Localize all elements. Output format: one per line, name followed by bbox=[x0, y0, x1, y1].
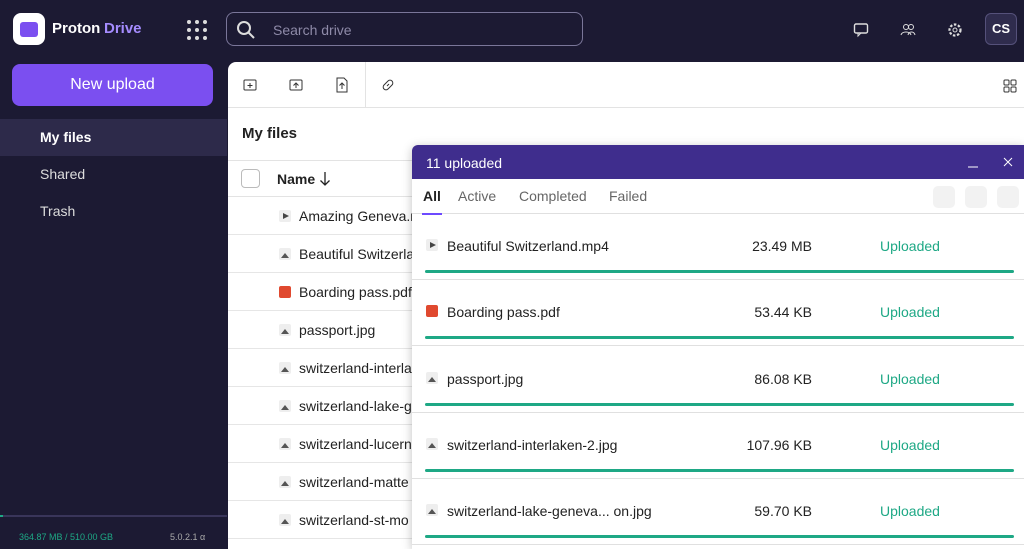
file-icon bbox=[426, 371, 438, 384]
file-name: switzerland-lucern bbox=[299, 436, 412, 452]
name-column-header[interactable]: Name bbox=[277, 171, 316, 187]
file-name: switzerland-matte bbox=[299, 474, 409, 490]
tab[interactable]: Completed bbox=[519, 188, 587, 204]
upload-item: passport.jpg 86.08 KB Uploaded bbox=[412, 347, 1024, 413]
upload-size: 59.70 KB bbox=[754, 503, 812, 520]
file-name: Boarding pass.pdf bbox=[299, 284, 412, 300]
upload-size: 23.49 MB bbox=[752, 238, 812, 254]
file-icon bbox=[279, 324, 291, 336]
nav-item[interactable]: Trash bbox=[40, 203, 76, 219]
upload-name: Boarding pass.pdf bbox=[447, 304, 560, 321]
upload-name: switzerland-interlaken-2.jpg bbox=[447, 436, 618, 453]
logo bbox=[13, 13, 45, 45]
file-name: switzerland-st-mo bbox=[299, 512, 409, 528]
file-icon bbox=[279, 362, 291, 374]
apps-button[interactable] bbox=[186, 19, 208, 41]
progress-bar bbox=[425, 270, 1014, 273]
page-title: My files bbox=[242, 125, 298, 142]
top-bar: Proton Drive Search drive CS bbox=[0, 0, 1024, 62]
minimize-button[interactable] bbox=[967, 157, 979, 169]
feedback-button[interactable] bbox=[853, 22, 869, 38]
tab[interactable]: Failed bbox=[609, 188, 648, 204]
file-icon bbox=[279, 438, 291, 450]
file-name: passport.jpg bbox=[299, 322, 376, 338]
search-box[interactable]: Search drive bbox=[226, 12, 583, 46]
file-name: Amazing Geneva.m bbox=[299, 208, 422, 224]
brand-product: Drive bbox=[104, 20, 142, 37]
file-icon bbox=[426, 504, 438, 517]
upload-status: Uploaded bbox=[880, 503, 940, 520]
upload-folder-button[interactable] bbox=[289, 78, 303, 92]
file-icon bbox=[279, 514, 291, 526]
file-icon bbox=[426, 239, 438, 251]
file-icon bbox=[279, 476, 291, 488]
file-name: switzerland-interla bbox=[299, 360, 412, 376]
upload-item: switzerland-interlaken-2.jpg 107.96 KB Upl… bbox=[412, 413, 1024, 479]
nav-item[interactable]: My files bbox=[0, 119, 227, 156]
upload-status: Uploaded bbox=[880, 436, 940, 453]
upload-status: Uploaded bbox=[880, 370, 940, 387]
sort-arrow bbox=[320, 172, 330, 186]
brand-name: Proton bbox=[52, 20, 101, 37]
upload-name: switzerland-lake-geneva... on.jpg bbox=[447, 503, 652, 520]
close-button[interactable] bbox=[1002, 156, 1014, 168]
upload-size: 107.96 KB bbox=[746, 436, 812, 453]
sidebar: New upload 364.87 MB / 510.00 GB 5.0.2.1… bbox=[0, 62, 227, 549]
version: 5.0.2.1 α bbox=[170, 532, 206, 542]
upload-status: Uploaded bbox=[880, 238, 940, 254]
upload-name: Beautiful Switzerland.mp4 bbox=[447, 238, 609, 254]
upload-item: Boarding pass.pdf 53.44 KB Uploaded bbox=[412, 280, 1024, 347]
file-name: Beautiful Switzerla bbox=[299, 246, 415, 262]
nav-item[interactable]: Shared bbox=[40, 166, 86, 182]
user-avatar[interactable]: CS bbox=[985, 13, 1017, 45]
file-icon bbox=[279, 210, 291, 222]
upload-count: 11 uploaded bbox=[426, 155, 503, 171]
progress-bar bbox=[425, 535, 1014, 539]
upload-file-button[interactable] bbox=[335, 77, 349, 93]
progress-bar bbox=[425, 336, 1014, 340]
file-icon bbox=[426, 437, 438, 450]
settings-button[interactable] bbox=[947, 22, 963, 38]
upload-panel: 11 uploaded All Active Completed Failed Bea… bbox=[412, 145, 1024, 549]
new-folder-button[interactable] bbox=[243, 78, 257, 92]
upload-size: 86.08 KB bbox=[754, 370, 812, 387]
progress-bar bbox=[425, 402, 1014, 406]
upload-item: switzerland-lake-geneva... on.jpg 59.70 K… bbox=[412, 479, 1024, 546]
file-name: switzerland-lake-g bbox=[299, 398, 412, 414]
upload-item: Beautiful Switzerland.mp4 23.49 MB Uploade… bbox=[412, 214, 1024, 280]
storage-text: 364.87 MB / 510.00 GB bbox=[19, 532, 114, 542]
file-icon bbox=[279, 286, 291, 298]
storage-bar bbox=[0, 515, 227, 517]
share-button[interactable] bbox=[900, 22, 916, 38]
toolbar bbox=[228, 62, 1024, 108]
upload-name: passport.jpg bbox=[447, 370, 524, 387]
search-placeholder: Search drive bbox=[273, 22, 352, 38]
file-icon bbox=[279, 248, 291, 260]
retry-all-button[interactable] bbox=[997, 186, 1019, 208]
file-icon bbox=[279, 400, 291, 412]
tab[interactable]: All bbox=[422, 179, 442, 215]
tabs: All Active Completed Failed bbox=[412, 179, 1024, 215]
pause-all-button[interactable] bbox=[933, 186, 955, 208]
progress-bar bbox=[425, 468, 1014, 472]
upload-size: 53.44 KB bbox=[754, 304, 812, 321]
link-button[interactable] bbox=[381, 78, 395, 92]
tab[interactable]: Active bbox=[458, 188, 497, 204]
layout-toggle[interactable] bbox=[1003, 79, 1017, 93]
select-all-checkbox[interactable] bbox=[241, 169, 260, 188]
cancel-all-button[interactable] bbox=[965, 186, 987, 208]
upload-status: Uploaded bbox=[880, 304, 940, 321]
new-upload-button[interactable]: New upload bbox=[12, 64, 213, 106]
upload-panel-header: 11 uploaded bbox=[412, 145, 1024, 179]
file-icon bbox=[426, 305, 438, 318]
